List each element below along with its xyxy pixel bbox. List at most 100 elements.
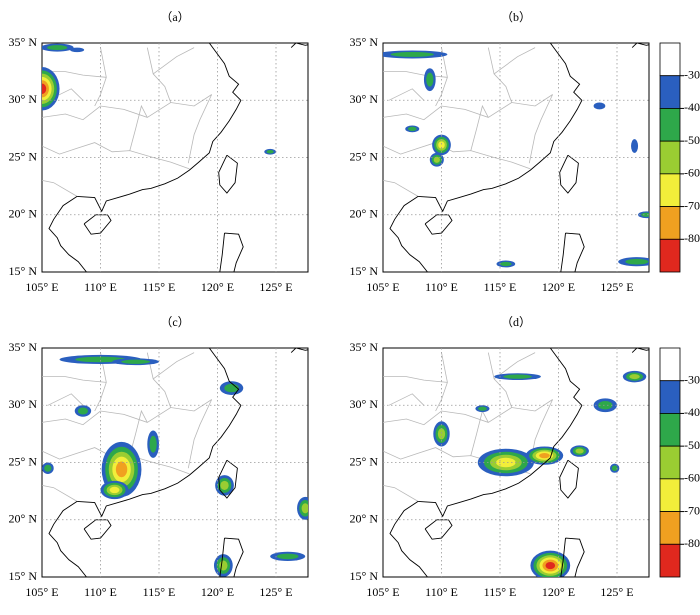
cloud-area bbox=[276, 553, 299, 560]
y-tick-label: 15° N bbox=[9, 569, 38, 583]
province-border bbox=[152, 352, 195, 380]
colorbar-label: -30 bbox=[684, 372, 700, 386]
x-tick-label: 115° E bbox=[484, 585, 517, 599]
map-panel: （b） 105° E 110° E 115° E 120° E 125° E 35° N 30… bbox=[350, 10, 650, 294]
coastline bbox=[389, 501, 428, 577]
cloud-area bbox=[598, 401, 613, 410]
map-panel: （a） 105° E 110° E 115° E 120° E 125° E 35° N 30… bbox=[9, 10, 309, 294]
province-border bbox=[42, 485, 78, 502]
province-border bbox=[42, 180, 78, 197]
province-border bbox=[493, 47, 536, 75]
coastline bbox=[631, 43, 649, 48]
map-content bbox=[383, 43, 649, 272]
x-tick-label: 110° E bbox=[425, 280, 458, 294]
colorbar-box bbox=[659, 478, 681, 512]
coastline bbox=[631, 348, 649, 353]
colorbar-box bbox=[659, 380, 681, 414]
coastline bbox=[48, 501, 87, 577]
colorbar-box bbox=[659, 173, 681, 207]
province-border bbox=[470, 104, 489, 151]
cloud-area bbox=[433, 156, 440, 163]
province-border bbox=[42, 71, 107, 78]
cloud-area bbox=[437, 428, 446, 440]
coastline bbox=[559, 154, 579, 194]
cloud-area bbox=[625, 258, 649, 265]
cloud-area bbox=[478, 406, 487, 411]
province-border bbox=[383, 71, 448, 78]
colorbar-label: -50 bbox=[684, 133, 700, 147]
y-tick-label: 30° N bbox=[9, 397, 38, 411]
colorbar-label: -40 bbox=[684, 405, 700, 419]
cloud-area bbox=[115, 461, 128, 478]
x-tick-label: 110° E bbox=[84, 280, 117, 294]
coastline bbox=[424, 519, 453, 540]
province-border bbox=[388, 88, 425, 101]
province-border bbox=[42, 142, 190, 170]
cloud-area bbox=[611, 465, 618, 472]
colorbar-box bbox=[659, 511, 681, 545]
colorbar-box bbox=[659, 347, 681, 382]
y-tick-label: 15° N bbox=[350, 264, 379, 278]
cloud-area bbox=[496, 457, 516, 468]
cloud-area bbox=[545, 561, 556, 570]
panel-label: （b） bbox=[501, 10, 531, 24]
y-tick-label: 35° N bbox=[350, 340, 379, 354]
colorbar-box bbox=[659, 238, 681, 273]
province-border bbox=[42, 94, 212, 121]
panel-label: （d） bbox=[501, 315, 531, 329]
x-tick-label: 110° E bbox=[425, 585, 458, 599]
cloud-area bbox=[390, 51, 434, 57]
cloud-area bbox=[407, 126, 417, 131]
cloud-area bbox=[629, 374, 640, 380]
y-tick-label: 20° N bbox=[9, 512, 38, 526]
y-tick-label: 15° N bbox=[350, 569, 379, 583]
map-content bbox=[42, 348, 308, 577]
colorbar-label: -70 bbox=[684, 503, 700, 517]
province-border bbox=[42, 376, 107, 383]
y-tick-label: 25° N bbox=[350, 454, 379, 468]
province-border bbox=[94, 352, 107, 412]
colorbar-box bbox=[659, 108, 681, 142]
x-tick-label: 105° E bbox=[366, 280, 399, 294]
cloud-area bbox=[539, 453, 550, 459]
province-border bbox=[435, 47, 448, 107]
province-border bbox=[187, 399, 213, 469]
cloud-area bbox=[47, 45, 68, 51]
y-tick-label: 35° N bbox=[9, 35, 38, 49]
colorbar-label: -40 bbox=[684, 100, 700, 114]
province-border bbox=[152, 47, 195, 75]
cloud-area bbox=[42, 83, 47, 95]
colorbar-box bbox=[659, 543, 681, 578]
province-border bbox=[470, 409, 489, 456]
cloud-area bbox=[500, 261, 512, 267]
colorbar-label: -30 bbox=[684, 67, 700, 81]
coastline bbox=[83, 214, 112, 235]
cloud-area bbox=[121, 359, 150, 364]
y-tick-label: 25° N bbox=[9, 149, 38, 163]
province-border bbox=[383, 485, 419, 502]
y-tick-label: 25° N bbox=[350, 149, 379, 163]
x-tick-label: 115° E bbox=[143, 585, 176, 599]
map-panel: （c） 105° E 110° E 115° E 120° E 125° E 35° N 30… bbox=[9, 315, 309, 599]
coastline bbox=[418, 43, 583, 213]
y-tick-label: 15° N bbox=[9, 264, 38, 278]
coastline bbox=[560, 232, 585, 272]
x-tick-label: 120° E bbox=[201, 585, 234, 599]
coastline bbox=[77, 348, 242, 518]
y-tick-label: 35° N bbox=[350, 35, 379, 49]
x-tick-label: 105° E bbox=[25, 280, 58, 294]
x-tick-label: 125° E bbox=[259, 585, 292, 599]
cloud-area bbox=[109, 486, 120, 494]
province-border bbox=[187, 94, 213, 164]
cloud-area bbox=[631, 139, 639, 153]
map-content bbox=[383, 348, 649, 577]
y-tick-label: 35° N bbox=[9, 340, 38, 354]
x-tick-label: 125° E bbox=[259, 280, 292, 294]
coastline bbox=[560, 537, 585, 577]
coastline bbox=[219, 232, 244, 272]
colorbar-box bbox=[659, 206, 681, 240]
cloud-area bbox=[70, 47, 85, 53]
cloud-area bbox=[575, 448, 584, 454]
y-tick-label: 25° N bbox=[9, 454, 38, 468]
